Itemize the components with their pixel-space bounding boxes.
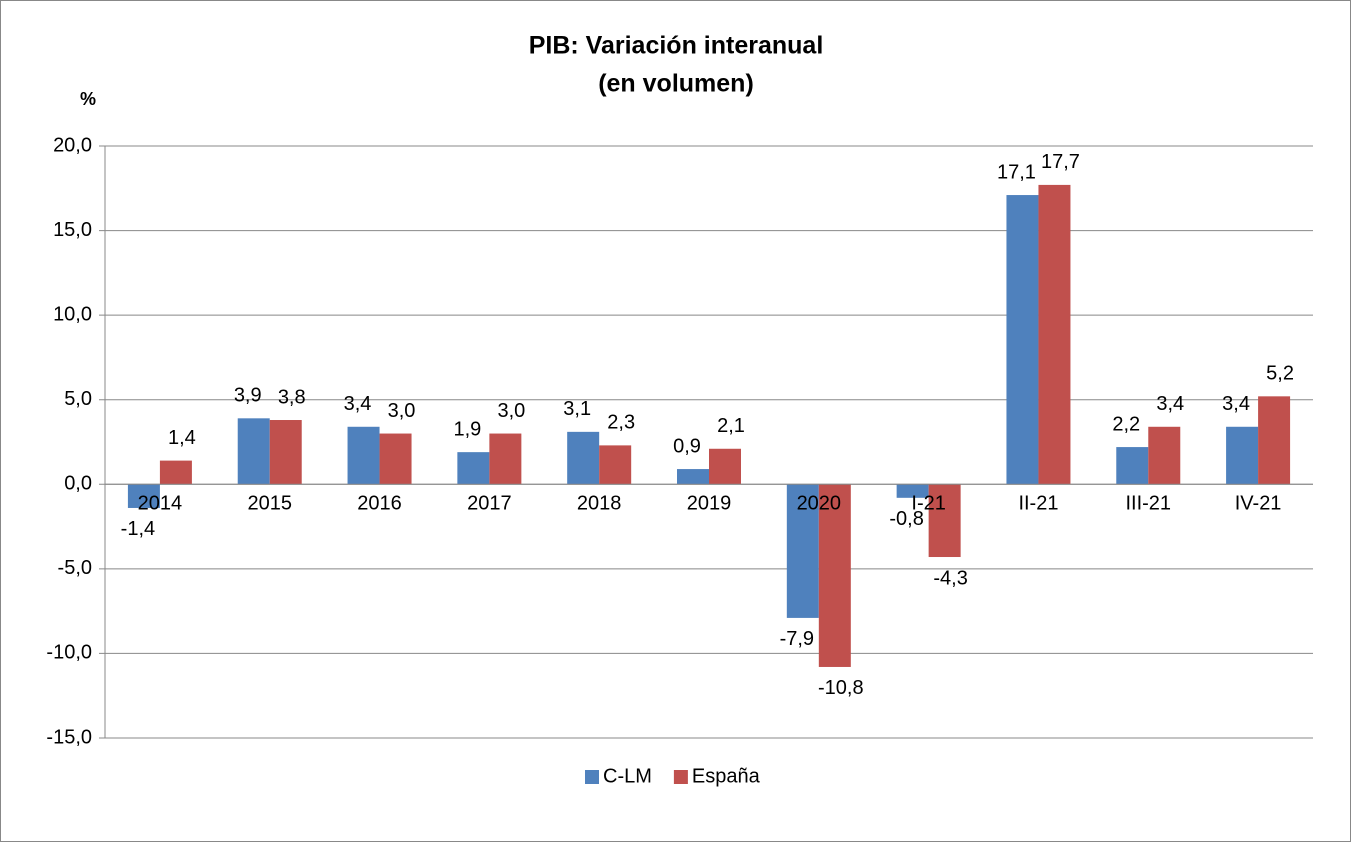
data-label: 17,7 [1041, 151, 1080, 173]
x-tick-label: II-21 [1018, 493, 1058, 515]
data-label: -1,4 [121, 518, 155, 540]
bar [1006, 195, 1039, 485]
x-tick-label: 2020 [797, 493, 842, 515]
data-label: -0,8 [889, 508, 923, 530]
legend-swatch [673, 770, 688, 784]
chart-title: PIB: Variación interanual [529, 32, 824, 60]
data-label: 3,0 [388, 400, 416, 422]
data-label: 3,4 [1222, 393, 1250, 415]
x-tick-label: 2014 [138, 493, 183, 515]
bar [1258, 396, 1291, 485]
bar [677, 469, 709, 485]
y-tick-label: 20,0 [53, 134, 92, 156]
data-label: 3,8 [278, 386, 306, 408]
data-label: -4,3 [933, 567, 967, 589]
data-label: 3,4 [344, 393, 372, 415]
data-label: 2,3 [607, 412, 635, 434]
legend-swatch [585, 770, 599, 784]
bar [269, 420, 302, 485]
data-label: 17,1 [997, 161, 1036, 183]
x-tick-label: IV-21 [1235, 493, 1282, 515]
bar [379, 433, 412, 485]
bar [1116, 447, 1149, 485]
bar [786, 484, 819, 618]
data-label: 1,9 [453, 418, 481, 440]
y-tick-label: 5,0 [64, 388, 92, 410]
bar [896, 484, 929, 498]
y-tick-label: -15,0 [46, 726, 92, 748]
data-label: 3,9 [234, 385, 262, 407]
y-tick-label: 15,0 [53, 219, 92, 241]
y-tick-label: 10,0 [53, 303, 92, 325]
data-label: 5,2 [1266, 363, 1294, 385]
data-label: 3,1 [563, 398, 591, 420]
data-label: 1,4 [168, 427, 196, 449]
x-tick-label: 2017 [467, 493, 512, 515]
data-label: -10,8 [818, 677, 864, 699]
bar [127, 484, 160, 508]
chart-subtitle: (en volumen) [598, 70, 754, 98]
data-label: 3,0 [497, 400, 525, 422]
x-tick-label: 2015 [247, 493, 292, 515]
y-tick-label: 0,0 [64, 473, 92, 495]
data-label: 0,9 [673, 435, 701, 457]
x-tick-label: III-21 [1125, 493, 1171, 515]
data-label: 2,1 [717, 415, 745, 437]
bar [818, 484, 851, 667]
bar [457, 452, 490, 485]
bar [1226, 426, 1259, 485]
data-label: -7,9 [780, 628, 814, 650]
bar [347, 426, 380, 485]
x-tick-label: 2016 [357, 493, 402, 515]
bar [1148, 426, 1181, 485]
bar [928, 484, 961, 558]
legend-label: C-LM [603, 765, 652, 787]
y-tick-label: -5,0 [58, 557, 92, 579]
y-tick-label: -10,0 [46, 642, 92, 664]
x-tick-label: I-21 [911, 493, 945, 515]
y-axis-label: % [80, 89, 96, 109]
bar [159, 460, 192, 485]
bar [237, 418, 270, 485]
legend-label: España [692, 765, 761, 787]
bar [1038, 184, 1071, 485]
bar [599, 445, 632, 485]
data-label: 3,4 [1156, 393, 1184, 415]
data-label: 2,2 [1112, 413, 1140, 435]
bar [709, 448, 741, 485]
x-tick-label: 2018 [577, 493, 622, 515]
x-tick-label: 2019 [687, 493, 732, 515]
bar [567, 431, 600, 485]
bar [489, 433, 522, 485]
